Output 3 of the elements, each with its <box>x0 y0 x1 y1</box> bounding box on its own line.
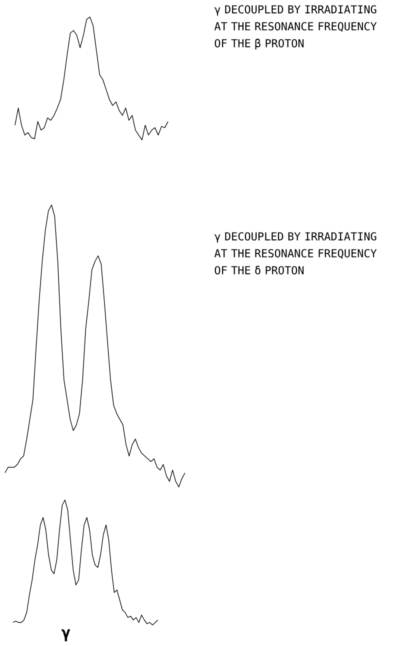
text: γ DECOUPLED BY IRRADIATING AT THE RESONANCE FREQUENCY OF THE β PROTON <box>214 5 377 50</box>
text: γ DECOUPLED BY IRRADIATING AT THE RESONANCE FREQUENCY OF THE δ PROTON <box>214 232 377 274</box>
x-axis-title: γ <box>62 629 70 642</box>
